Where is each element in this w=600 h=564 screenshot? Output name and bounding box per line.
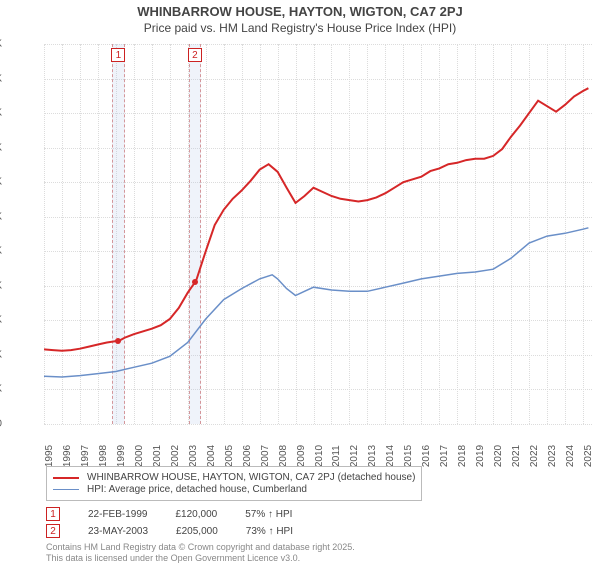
x-tick-label: 2021 [511,445,522,467]
sale-hpi-2: 73% ↑ HPI [246,526,293,537]
legend-area: WHINBARROW HOUSE, HAYTON, WIGTON, CA7 2P… [46,466,592,564]
x-tick-label: 2003 [188,445,199,467]
legend-label-property: WHINBARROW HOUSE, HAYTON, WIGTON, CA7 2P… [87,472,415,483]
x-tick-label: 2024 [565,445,576,467]
y-tick-label: £400K [0,142,2,153]
x-tick-label: 2002 [170,445,181,467]
x-tick-label: 2011 [331,445,342,467]
x-tick-label: 2019 [475,445,486,467]
x-tick-label: 1999 [116,445,127,467]
x-tick-label: 2006 [242,445,253,467]
chart-subtitle: Price paid vs. HM Land Registry's House … [0,21,600,35]
legend-item-hpi: HPI: Average price, detached house, Cumb… [53,484,415,495]
x-tick-label: 2009 [296,445,307,467]
sale-index-2: 2 [46,524,60,538]
y-axis: £0£50K£100K£150K£200K£250K£300K£350K£400… [0,44,44,424]
footnote-line-1: Contains HM Land Registry data © Crown c… [46,542,592,553]
chart-title-group: WHINBARROW HOUSE, HAYTON, WIGTON, CA7 2P… [0,0,600,35]
series-hpi_avg [44,228,588,377]
x-tick-label: 2010 [314,445,325,467]
series-property_price [44,88,588,351]
y-tick-label: £350K [0,177,2,188]
y-tick-label: £550K [0,39,2,50]
gridline-h [44,424,592,425]
legend-swatch-hpi [53,489,79,490]
sale-price-2: £205,000 [176,526,218,537]
x-tick-label: 2001 [152,445,163,467]
x-tick-label: 2013 [367,445,378,467]
series-svg [44,44,592,424]
y-tick-label: £500K [0,73,2,84]
y-tick-label: £50K [0,384,2,395]
y-tick-label: £250K [0,246,2,257]
x-tick-label: 2025 [583,445,594,467]
legend-box: WHINBARROW HOUSE, HAYTON, WIGTON, CA7 2P… [46,466,422,501]
sale-date-1: 22-FEB-1999 [88,509,147,520]
sale-row-1: 1 22-FEB-1999 £120,000 57% ↑ HPI [46,507,592,521]
sale-date-2: 23-MAY-2003 [88,526,148,537]
y-tick-label: £300K [0,211,2,222]
x-tick-label: 2008 [278,445,289,467]
legend-label-hpi: HPI: Average price, detached house, Cumb… [87,484,307,495]
x-tick-label: 1996 [62,445,73,467]
legend-item-property: WHINBARROW HOUSE, HAYTON, WIGTON, CA7 2P… [53,472,415,483]
x-tick-label: 2016 [421,445,432,467]
sale-hpi-1: 57% ↑ HPI [245,509,292,520]
x-axis: 1995 1996 1997 1998 1999 2000 2001 2002 2003 2004… [44,426,592,466]
y-tick-label: £200K [0,280,2,291]
x-tick-label: 2022 [529,445,540,467]
x-tick-label: 2004 [206,445,217,467]
x-tick-label: 2020 [493,445,504,467]
x-tick-label: 2018 [457,445,468,467]
x-tick-label: 2023 [547,445,558,467]
sale-index-1: 1 [46,507,60,521]
x-tick-label: 2014 [385,445,396,467]
sales-table: 1 22-FEB-1999 £120,000 57% ↑ HPI 2 23-MA… [46,507,592,538]
x-tick-label: 2012 [349,445,360,467]
sale-price-1: £120,000 [175,509,217,520]
x-tick-label: 2000 [134,445,145,467]
x-tick-label: 2015 [403,445,414,467]
x-tick-label: 2005 [224,445,235,467]
x-tick-label: 1995 [44,445,55,467]
legend-swatch-property [53,477,79,479]
y-tick-label: £450K [0,108,2,119]
x-tick-label: 2007 [260,445,271,467]
sale-row-2: 2 23-MAY-2003 £205,000 73% ↑ HPI [46,524,592,538]
x-tick-label: 2017 [439,445,450,467]
chart-title: WHINBARROW HOUSE, HAYTON, WIGTON, CA7 2P… [0,4,600,19]
footnote-line-2: This data is licensed under the Open Gov… [46,553,592,564]
chart-plot-area: 12 [44,44,592,424]
footnote: Contains HM Land Registry data © Crown c… [46,542,592,564]
y-tick-label: £0 [0,419,2,430]
x-tick-label: 1998 [98,445,109,467]
y-tick-label: £150K [0,315,2,326]
y-tick-label: £100K [0,349,2,360]
x-tick-label: 1997 [80,445,91,467]
